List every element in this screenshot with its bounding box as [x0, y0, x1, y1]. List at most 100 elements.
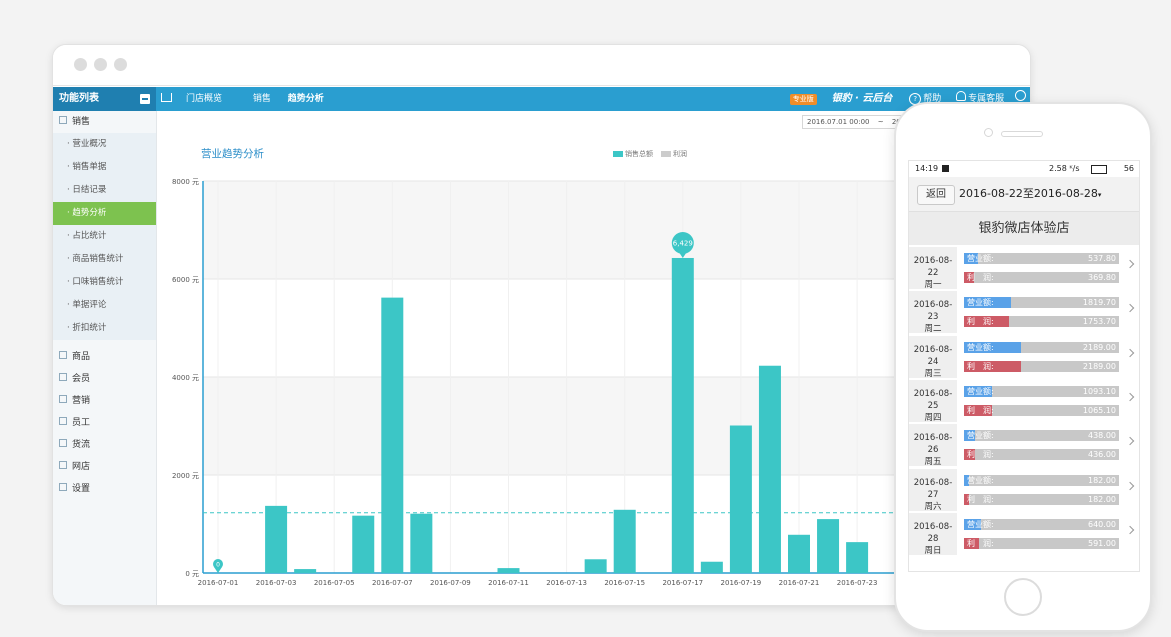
- sidebar-group-5[interactable]: 货流: [53, 434, 156, 456]
- profit-bar: 利 润: 182.00: [964, 493, 1119, 505]
- sidebar-group-0[interactable]: 销售: [53, 111, 156, 133]
- legend-swatch: [613, 151, 623, 157]
- sidebar-item-8[interactable]: · 折扣统计: [67, 323, 107, 333]
- breadcrumb-section[interactable]: 销售: [252, 94, 271, 104]
- phone-screen: 14:19 2.58 ᴷ/s 56 返回 2016-08-22至2016-08-…: [908, 160, 1140, 572]
- x-tick-label: 2016-07-21: [779, 579, 820, 587]
- data-marker-bubble: [671, 231, 694, 254]
- breadcrumb-home[interactable]: 门店概览: [161, 93, 236, 104]
- sidebar-item-5[interactable]: · 商品销售统计: [67, 254, 124, 264]
- sidebar-item-7[interactable]: · 单据评论: [67, 300, 107, 310]
- day-row[interactable]: 2016-08-25 周四 营业额: 1093.10 利 润: 1065.10: [909, 379, 1139, 424]
- profit-label: 利 润:: [967, 494, 994, 504]
- y-tick-label: 6000 元: [172, 276, 199, 284]
- bar-2016-07-20[interactable]: [758, 365, 781, 573]
- sidebar-group-2[interactable]: 会员: [53, 368, 156, 390]
- sidebar-item-label: 日结记录: [72, 185, 107, 195]
- data-marker-bubble: [213, 559, 223, 569]
- bar-2016-07-18[interactable]: [700, 561, 723, 573]
- day-row[interactable]: 2016-08-28 周日 营业额: 640.00 利 润: 591.00: [909, 512, 1139, 557]
- window-dot-close[interactable]: [74, 58, 87, 71]
- revenue-bar-fill: [964, 430, 976, 442]
- legend-item-1[interactable]: 利润: [661, 150, 687, 158]
- sidebar-item-label: 销售单据: [72, 162, 107, 172]
- collapse-icon[interactable]: [140, 94, 150, 104]
- sidebar-subnav: · 营业概况 · 销售单据 · 日结记录 · 趋势分析 · 占比统计 · 商品销售统计 · …: [53, 133, 156, 340]
- sidebar-item-3[interactable]: · 趋势分析: [53, 202, 156, 225]
- sidebar-group-label: 销售: [72, 117, 91, 127]
- bar-2016-07-11[interactable]: [497, 568, 520, 573]
- profit-value: 591.00: [1088, 538, 1116, 548]
- sidebar-group-label: 商品: [72, 352, 91, 362]
- chevron-right-icon: [1125, 304, 1135, 313]
- profit-bar: 利 润: 436.00: [964, 449, 1119, 461]
- day-row[interactable]: 2016-08-24 周三 营业额: 2189.00 利 润: 2189.00: [909, 335, 1139, 380]
- bar-2016-07-03[interactable]: [265, 505, 288, 573]
- revenue-bar-fill: [964, 385, 993, 397]
- y-tick-label: 8000 元: [172, 178, 199, 186]
- sidebar-item-1[interactable]: · 销售单据: [67, 162, 107, 172]
- x-tick-label: 2016-07-15: [604, 579, 645, 587]
- day-row[interactable]: 2016-08-27 周六 营业额: 182.00 利 润: 182.00: [909, 468, 1139, 513]
- bar-2016-07-23[interactable]: [846, 542, 869, 573]
- sidebar-item-6[interactable]: · 口味销售统计: [67, 277, 124, 287]
- bar-2016-07-21[interactable]: [788, 534, 810, 573]
- back-button[interactable]: 返回: [917, 185, 955, 205]
- support-link[interactable]: 专属客服: [968, 94, 1005, 104]
- sidebar-group-6[interactable]: 网店: [53, 456, 156, 478]
- shop-name: 银豹微店体验店: [909, 212, 1139, 245]
- day-row[interactable]: 2016-08-26 周五 营业额: 438.00 利 润: 436.00: [909, 424, 1139, 468]
- day-date: 2016-08-23: [913, 300, 953, 323]
- sidebar-group-label: 会员: [72, 374, 91, 384]
- sidebar-group-4[interactable]: 员工: [53, 412, 156, 434]
- bar-2016-07-06[interactable]: [352, 515, 375, 573]
- gear-icon[interactable]: [1015, 90, 1026, 101]
- chevron-right-icon: [1125, 525, 1135, 535]
- x-tick-label: 2016-07-09: [430, 579, 471, 587]
- profit-bar: 利 润: 2189.00: [964, 360, 1119, 372]
- help-link[interactable]: 帮助: [923, 94, 942, 104]
- bar-2016-07-22[interactable]: [817, 519, 840, 573]
- bar-2016-07-08[interactable]: [410, 513, 433, 573]
- revenue-bar: 营业额: 537.80: [964, 253, 1119, 264]
- sidebar-group-3[interactable]: 营销: [53, 390, 156, 412]
- sidebar-item-4[interactable]: · 占比统计: [67, 231, 107, 241]
- day-row[interactable]: 2016-08-23 周二 营业额: 1819.70 利 润: 1753.70: [909, 291, 1139, 335]
- phone-speaker: [1001, 131, 1043, 137]
- bar-2016-07-07[interactable]: [381, 297, 404, 573]
- grid-band: [203, 181, 1030, 279]
- bar-2016-07-15[interactable]: [613, 509, 636, 573]
- window-dot-minimize[interactable]: [94, 58, 107, 71]
- sidebar-title: 功能列表: [59, 93, 99, 104]
- revenue-bar: 营业额: 438.00: [964, 430, 1119, 442]
- date-range-selector[interactable]: 2016-08-22至2016-08-28▾: [959, 185, 1101, 204]
- day-date: 2016-08-28: [913, 521, 953, 544]
- sidebar-group-label: 设置: [72, 484, 91, 494]
- revenue-bar: 营业额: 2189.00: [964, 341, 1119, 353]
- sidebar-item-label: 趋势分析: [72, 208, 107, 218]
- revenue-value: 1819.70: [1082, 298, 1116, 308]
- window-dot-maximize[interactable]: [114, 58, 127, 71]
- edition-badge: 专业版: [789, 94, 817, 105]
- bar-2016-07-14[interactable]: [584, 559, 607, 573]
- day-label: 2016-08-27 周六: [909, 468, 957, 512]
- breadcrumb-home-label: 门店概览: [186, 94, 223, 104]
- profit-value: 1065.10: [1082, 405, 1116, 415]
- sidebar: 销售 · 营业概况 · 销售单据 · 日结记录 · 趋势分析 · 占比统计 · 商品销售统计…: [53, 111, 157, 605]
- sidebar-item-2[interactable]: · 日结记录: [67, 185, 107, 195]
- bar-2016-07-04[interactable]: [294, 569, 317, 573]
- profit-label: 利 润:: [967, 273, 994, 282]
- day-row[interactable]: 2016-08-22 周一 营业额: 537.80 利 润: 369.80: [909, 247, 1139, 291]
- expand-square-icon: [59, 351, 67, 359]
- bar-2016-07-19[interactable]: [729, 425, 752, 573]
- sidebar-item-label: 商品销售统计: [72, 254, 124, 264]
- sidebar-group-7[interactable]: 设置: [53, 478, 156, 500]
- sidebar-group-1[interactable]: 商品: [53, 346, 156, 368]
- sidebar-item-0[interactable]: · 营业概况: [67, 139, 107, 149]
- revenue-bar-fill: [964, 341, 1021, 353]
- bar-2016-07-17[interactable]: [671, 257, 694, 573]
- home-button[interactable]: [1004, 578, 1042, 616]
- legend-item-0[interactable]: 销售总额: [613, 150, 653, 158]
- expand-square-icon: [59, 417, 67, 425]
- headset-icon[interactable]: [956, 91, 967, 101]
